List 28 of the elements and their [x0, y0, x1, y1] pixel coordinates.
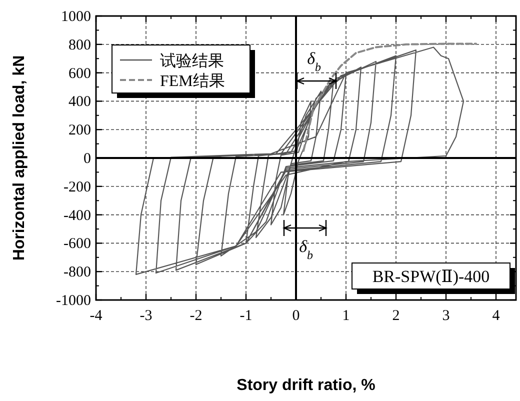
x-tick-label: -1 [240, 308, 252, 324]
y-tick-label: -200 [64, 179, 91, 196]
x-tick-label: 4 [492, 308, 500, 324]
y-tick-label: 1000 [61, 9, 91, 25]
x-tick-label: 0 [292, 308, 300, 324]
y-tick-label: 0 [84, 151, 91, 167]
annotation: δ$_{b}$ [299, 237, 313, 262]
y-tick-label: 800 [68, 37, 91, 54]
x-tick-label: 1 [342, 308, 350, 324]
x-tick-label: 2 [392, 308, 400, 324]
y-tick-label: 400 [68, 94, 91, 110]
y-tick-label: 600 [68, 66, 91, 82]
legend-label: 试验结果 [160, 52, 224, 70]
x-tick-label: -2 [190, 308, 202, 324]
y-axis-title: Horizontal applied load, kN [11, 55, 28, 261]
x-tick-label: -4 [90, 308, 103, 324]
annotation: δ$_{b}$ [307, 49, 321, 74]
x-tick-label: -3 [140, 308, 152, 324]
y-tick-label: -1000 [56, 293, 91, 309]
y-tick-label: -400 [64, 208, 91, 224]
x-axis-title: Story drift ratio, % [236, 377, 376, 394]
line-series [302, 42, 477, 152]
annotation: BR-SPW(Ⅱ)-400 [372, 267, 490, 286]
y-tick-label: 200 [68, 122, 91, 139]
y-tick-label: -600 [64, 236, 91, 252]
y-tick-label: -800 [64, 264, 91, 281]
legend-label: FEM结果 [160, 72, 225, 90]
x-tick-label: 3 [442, 308, 450, 324]
